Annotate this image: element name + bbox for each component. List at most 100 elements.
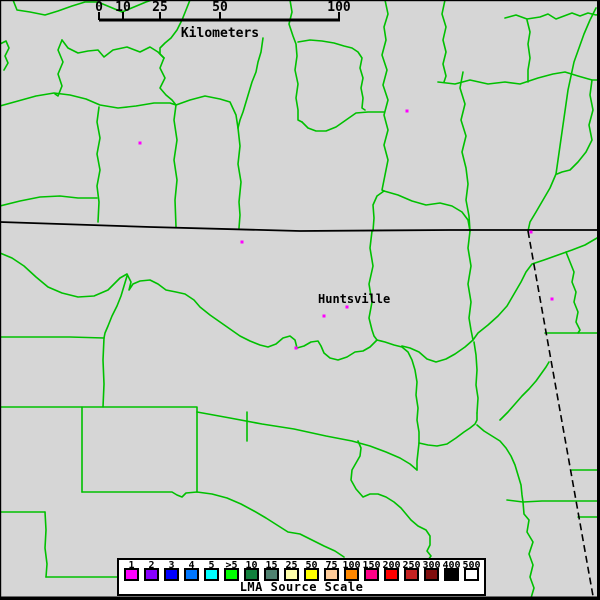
legend-value-label: 4 [188, 560, 195, 571]
legend-color-swatch [144, 568, 159, 581]
legend-color-swatch [344, 568, 359, 581]
county-boundary-line [376, 339, 420, 444]
county-boundary-line [237, 37, 264, 129]
county-boundary-line [437, 71, 600, 85]
window-border-left [0, 0, 2, 600]
legend-value-label: 300 [422, 560, 441, 571]
legend-value-label: 15 [265, 560, 278, 571]
scalebar-unit-label: Kilometers [181, 26, 259, 41]
county-boundary-line [0, 406, 198, 413]
county-boundary-line [237, 127, 242, 229]
county-boundary-line [0, 336, 105, 339]
legend-value-label: 400 [442, 560, 461, 571]
scalebar-tick-label: 10 [115, 0, 131, 15]
county-boundary-line [44, 511, 48, 578]
county-boundary-line [556, 79, 594, 175]
county-boundary-line [368, 230, 378, 341]
legend-value-label: 100 [342, 560, 361, 571]
legend-value-label: 150 [362, 560, 381, 571]
county-boundary-line [565, 251, 581, 334]
county-boundary-line [381, 0, 389, 192]
legend-color-swatch [304, 568, 319, 581]
county-boundary-line [441, 0, 447, 83]
county-boundary-line [527, 7, 597, 232]
window-border-right [597, 0, 600, 600]
legend-value-label: 5 [208, 560, 215, 571]
county-boundary-line [54, 39, 64, 97]
county-boundary-line [103, 275, 128, 339]
legend-value-label: 10 [245, 560, 258, 571]
county-boundary-line [0, 92, 177, 109]
legend-color-swatch [444, 568, 459, 581]
lma-source-dot [294, 346, 298, 350]
county-boundary-line [522, 501, 535, 599]
county-boundary-line [288, 0, 303, 123]
legend-color-swatch [464, 568, 479, 581]
county-boundary-line [102, 337, 105, 408]
legend-value-label: 75 [325, 560, 338, 571]
legend-title: LMA Source Scale [239, 580, 364, 594]
county-boundary-line [372, 190, 385, 232]
county-boundary-line [401, 237, 598, 363]
county-boundary-line [96, 106, 101, 223]
legend-value-label: 200 [382, 560, 401, 571]
legend-value-label: 50 [305, 560, 318, 571]
legend-value-label: 250 [402, 560, 421, 571]
legend-value-label: 3 [168, 560, 175, 571]
scalebar-tick-label: 50 [212, 0, 228, 15]
created-label: Created [6, 596, 143, 600]
lma-source-dot [529, 230, 533, 234]
county-boundary-line [383, 190, 471, 232]
lma-source-dot [322, 314, 326, 318]
county-boundary-line [506, 499, 600, 503]
county-boundary-line [297, 39, 366, 111]
county-boundary-line [499, 361, 550, 421]
county-boundary-line [0, 40, 10, 71]
county-boundary-line [175, 95, 239, 129]
legend-value-label: >5 [225, 560, 238, 571]
lma-source-dot [240, 240, 244, 244]
window-border-bottom [0, 596, 600, 600]
legend-color-swatch [224, 568, 239, 581]
county-boundary-line [173, 104, 178, 228]
created-timestamp: Created 11/28/2012 17:45:49 [6, 575, 143, 600]
legend-color-swatch [324, 568, 339, 581]
county-boundary-line [12, 0, 153, 16]
county-boundary-line [159, 0, 191, 59]
window-border-top [0, 0, 600, 2]
county-boundary-line [81, 491, 198, 498]
legend-value-label: 2 [148, 560, 155, 571]
legend-color-swatch [364, 568, 379, 581]
county-boundary-line [301, 111, 385, 132]
county-boundary-line [196, 491, 345, 558]
county-boundary-line [467, 230, 474, 341]
legend-color-swatch [264, 568, 279, 581]
county-boundary-line [0, 195, 98, 207]
legend-color-swatch [284, 568, 299, 581]
county-boundary-line [473, 341, 479, 414]
county-boundary-line [418, 412, 478, 447]
legend-color-swatch [184, 568, 199, 581]
lma-source-dot [345, 305, 349, 309]
state-border-line [0, 221, 600, 232]
county-boundary-line [476, 424, 524, 503]
legend-color-swatch [404, 568, 419, 581]
legend-value-label: 25 [285, 560, 298, 571]
scalebar-tick-label: 0 [95, 0, 103, 15]
state-border-dashed-line [527, 230, 594, 597]
legend-value-label: 500 [462, 560, 481, 571]
lma-source-dot [405, 109, 409, 113]
county-boundary-line [416, 442, 420, 471]
scalebar-tick-label: 25 [152, 0, 168, 15]
legend-color-swatch [424, 568, 439, 581]
legend-box: LMA Source Scale 1 2 3 4 5 >5 10 15 25 50 75 100 150… [117, 558, 486, 596]
county-boundary-line [61, 39, 165, 59]
legend-color-swatch [204, 568, 219, 581]
legend-color-swatch [124, 568, 139, 581]
lma-source-dot [138, 141, 142, 145]
legend-value-label: 1 [128, 560, 135, 571]
county-boundary-line [526, 19, 531, 83]
